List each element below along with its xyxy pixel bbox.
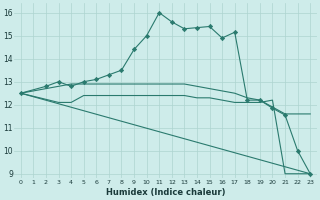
X-axis label: Humidex (Indice chaleur): Humidex (Indice chaleur)	[106, 188, 225, 197]
